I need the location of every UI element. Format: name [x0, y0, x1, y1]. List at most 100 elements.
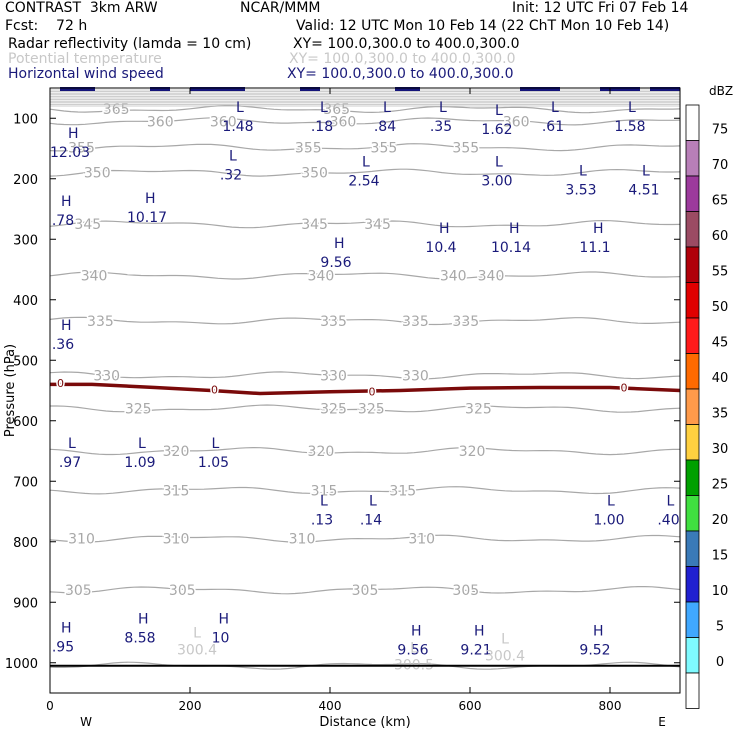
theta-contour-340	[49, 271, 681, 280]
wind-low-marker: L	[362, 155, 370, 171]
wind-max-mark	[150, 87, 170, 91]
colorbar-level-label: 30	[712, 442, 729, 457]
wind-value-label: 12.03	[50, 145, 90, 161]
colorbar-level-label: 60	[712, 229, 729, 244]
colorbar-level-label: 20	[712, 513, 729, 528]
wind-high-marker: H	[145, 191, 156, 207]
wind-value-label: 3.53	[565, 183, 596, 199]
wind-value-label: 9.56	[320, 255, 351, 271]
colorbar-swatch	[685, 495, 700, 532]
colorbar-level-label: 35	[712, 407, 729, 422]
wind-value-label: 9.52	[579, 642, 610, 658]
y-axis-label: Pressure (hPa)	[3, 344, 18, 437]
colorbar-swatch	[685, 175, 700, 212]
theta-label-360: 360	[147, 114, 174, 130]
theta-label-335: 335	[87, 314, 114, 330]
colorbar-swatch	[685, 424, 700, 461]
colorbar-level-label: 50	[712, 300, 729, 315]
potential-low-value: 300.4	[485, 649, 525, 665]
zero-contour-label: 0	[211, 383, 218, 396]
theta-label-330: 330	[402, 368, 429, 384]
x-tick-label: 0	[46, 699, 54, 713]
theta-label-310: 310	[68, 532, 95, 548]
y-tick-label: 400	[13, 294, 38, 309]
theta-label-345: 345	[364, 217, 391, 233]
theta-label-360: 360	[210, 114, 237, 130]
y-tick-label: 200	[13, 173, 38, 188]
theta-label-320: 320	[163, 444, 190, 460]
theta-contour-315	[49, 486, 681, 495]
colorbar-swatch	[685, 672, 700, 709]
wind-value-label: .95	[52, 639, 74, 655]
wind-high-marker: H	[219, 611, 230, 627]
theta-contour-365	[49, 105, 681, 114]
colorbar-level-label: 45	[712, 336, 729, 351]
colorbar-swatch	[685, 140, 700, 177]
x-axis-label: Distance (km)	[319, 715, 410, 730]
colorbar-swatch	[685, 246, 700, 283]
wind-value-label: .18	[311, 119, 333, 135]
wind-value-label: .97	[59, 455, 81, 471]
theta-label-355: 355	[295, 140, 322, 156]
theta-label-305: 305	[352, 583, 379, 599]
wind-high-marker: H	[61, 194, 72, 210]
wind-value-label: 9.56	[397, 642, 428, 658]
wind-low-marker: L	[607, 493, 615, 509]
wind-low-marker: L	[551, 100, 559, 116]
theta-contour-355	[49, 143, 681, 152]
colorbar-level-label: 40	[712, 371, 729, 386]
colorbar-level-label: 0	[716, 655, 724, 670]
colorbar-swatch	[685, 601, 700, 638]
wind-value-label: 1.00	[593, 512, 624, 528]
wind-low-marker: L	[229, 149, 237, 165]
x-tick-label: 200	[179, 699, 202, 713]
wind-low-marker: L	[642, 164, 650, 180]
potential-low-value: 300.4	[177, 643, 217, 659]
theta-label-340: 340	[81, 269, 108, 285]
wind-value-label: 4.51	[628, 183, 659, 199]
wind-value-label: .14	[360, 512, 382, 528]
zero-contour-label: 0	[369, 386, 376, 399]
theta-contour-320	[49, 446, 680, 456]
theta-label-335: 335	[320, 314, 347, 330]
wind-max-mark	[300, 87, 320, 91]
theta-label-305: 305	[452, 583, 479, 599]
east-label: E	[658, 715, 666, 729]
theta-label-360: 360	[503, 114, 530, 130]
theta-label-320: 320	[459, 444, 486, 460]
wind-high-marker: H	[61, 620, 72, 636]
wind-low-marker: L	[369, 493, 377, 509]
theta-contour-350	[49, 168, 681, 177]
west-label: W	[80, 715, 92, 729]
wind-low-marker: L	[495, 155, 503, 171]
theta-label-310: 310	[408, 532, 435, 548]
wind-max-mark	[190, 87, 245, 91]
wind-value-label: .61	[542, 119, 564, 135]
theta-label-350: 350	[84, 166, 111, 182]
field2-xy: XY= 100.0,300.0 to 400.0,300.0	[289, 51, 516, 67]
wind-value-label: 10.4	[425, 240, 456, 256]
theta-label-315: 315	[163, 483, 190, 499]
theta-label-325: 325	[125, 402, 152, 418]
wind-high-marker: H	[474, 623, 485, 639]
wind-max-mark	[600, 87, 640, 91]
colorbar-level-label: 5	[716, 620, 724, 635]
wind-max-mark	[60, 87, 95, 91]
colorbar-swatch	[685, 566, 700, 603]
y-tick-label: 1000	[5, 657, 38, 672]
wind-low-marker: L	[667, 493, 675, 509]
y-tick-label: 500	[13, 354, 38, 369]
colorbar-swatch	[685, 388, 700, 425]
wind-value-label: 8.58	[124, 630, 155, 646]
potential-low-marker: L	[193, 626, 201, 642]
wind-value-label: 1.62	[481, 122, 512, 138]
field3-xy: XY= 100.0,300.0 to 400.0,300.0	[287, 66, 514, 82]
wind-high-marker: H	[138, 611, 149, 627]
field3-name: Horizontal wind speed	[8, 66, 164, 82]
wind-max-mark	[395, 87, 420, 91]
wind-high-marker: H	[61, 318, 72, 334]
zero-contour: 0 0 0 0	[50, 376, 681, 400]
wind-high-marker: H	[439, 221, 450, 237]
